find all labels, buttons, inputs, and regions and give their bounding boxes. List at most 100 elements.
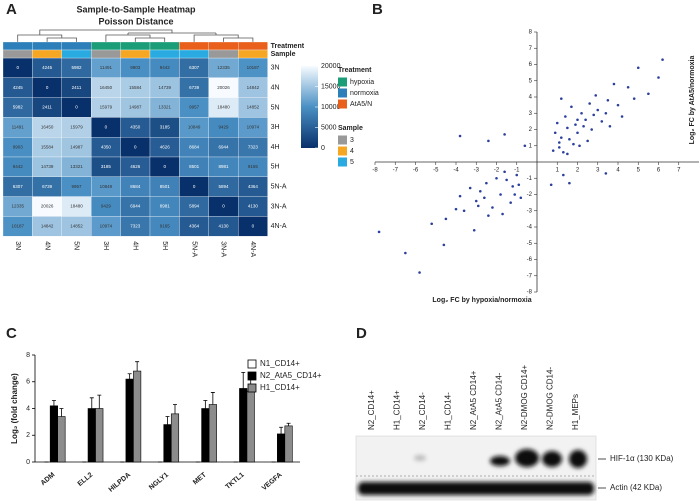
point: [503, 133, 506, 136]
point: [657, 76, 660, 79]
legend-label: N2_AtA5_CD14+: [260, 371, 322, 380]
cell-label: 0: [222, 204, 225, 209]
x-tick-label: 3: [596, 168, 600, 174]
point: [485, 181, 488, 185]
point: [636, 66, 640, 70]
cell-label: 4130: [248, 204, 259, 209]
bar: [87, 408, 96, 463]
treatment-cell: [238, 41, 268, 51]
sample-cell: [2, 49, 33, 59]
point: [458, 194, 462, 198]
cell-label: 8684: [130, 184, 141, 189]
y-tick-label: 8: [26, 352, 30, 359]
point: [568, 137, 571, 141]
y-tick-label: 4: [26, 405, 30, 412]
point: [517, 183, 521, 187]
cell-label: 10849: [100, 184, 113, 189]
cell-label: 8501: [160, 184, 171, 189]
cell-label: 5982: [71, 65, 82, 70]
cell-label: 4364: [189, 223, 200, 228]
point: [444, 217, 448, 221]
cell-label: 20026: [217, 85, 230, 90]
bar: [125, 378, 134, 463]
cell-label: 8981: [160, 204, 171, 209]
x-tick-label: -7: [393, 168, 399, 174]
point: [509, 201, 512, 204]
point: [582, 124, 585, 128]
cell-label: 3185: [101, 164, 112, 169]
x-tick-label: -6: [413, 168, 419, 174]
x-tick-label: ELL2: [77, 472, 95, 488]
bar: [239, 388, 248, 463]
x-tick-label: -3: [474, 168, 480, 174]
cell-label: 10187: [11, 223, 24, 228]
point: [553, 131, 557, 135]
x-tick-label: -8: [372, 168, 378, 174]
y-tick-label: 1: [529, 143, 533, 149]
point: [513, 193, 517, 196]
cell-label: 0: [75, 105, 78, 110]
point: [578, 144, 581, 148]
legend-title: Treatment: [338, 67, 372, 74]
point: [564, 115, 567, 118]
row-label: 5N: [271, 104, 280, 111]
cell-label: 9442: [160, 65, 171, 70]
point: [555, 121, 559, 125]
bar: [201, 408, 210, 463]
x-tick-label: HILPDA: [108, 472, 132, 494]
column-label: 4H: [131, 241, 138, 250]
cell-label: 5894: [189, 204, 200, 209]
point: [647, 92, 650, 96]
y-tick-label: 8: [529, 30, 533, 36]
cell-label: 14842: [247, 85, 260, 90]
x-tick-label: 7: [677, 168, 681, 174]
point: [604, 172, 608, 175]
cell-label: 14739: [158, 85, 171, 90]
point: [523, 144, 527, 148]
cell-label: 18480: [70, 204, 83, 209]
cell-label: 6307: [13, 184, 24, 189]
cell-label: 10187: [247, 65, 260, 70]
dendrogram: [17, 29, 254, 42]
bar: [49, 405, 58, 463]
cell-label: 10974: [247, 124, 260, 129]
bar: [277, 433, 286, 463]
panel-label: A: [6, 1, 17, 18]
point: [549, 183, 553, 187]
column-label: 3N: [14, 241, 21, 250]
y-axis-label: Log₂ FC by AtA5/normoxia: [689, 56, 696, 145]
legend-label: AtA5/N: [350, 101, 372, 108]
x-tick-label: ADM: [40, 471, 57, 487]
point: [430, 222, 434, 226]
cell-label: 8501: [189, 164, 200, 169]
cell-label: 14987: [129, 105, 142, 110]
row-label: 4H: [271, 144, 280, 151]
treatment-cell: [91, 41, 121, 51]
error-bar: [97, 394, 102, 409]
annotation-label: Sample: [271, 51, 296, 58]
bar: [163, 424, 172, 463]
legend-swatch: [338, 135, 347, 145]
point: [501, 212, 504, 216]
point: [515, 173, 519, 177]
error-bar: [135, 361, 140, 372]
cell-label: 4350: [130, 124, 141, 129]
bar: [133, 370, 142, 463]
lane-label: N2-DMOG CD14-: [546, 367, 555, 430]
point: [499, 193, 502, 196]
panel-label: B: [372, 1, 383, 18]
lane-label: N2_CD14-: [418, 392, 427, 430]
cell-label: 14987: [70, 144, 83, 149]
y-tick-label: -5: [527, 241, 533, 247]
point: [600, 120, 604, 123]
x-tick-label: -2: [494, 168, 500, 174]
cell-label: 6307: [189, 65, 200, 70]
x-axis-label: Log₂ FC by hypoxia/normoxia: [432, 297, 531, 304]
point: [495, 176, 498, 180]
y-tick-label: 6: [26, 379, 30, 386]
heatmap-title: Sample-to-Sample Heatmap: [76, 4, 196, 14]
cell-label: 4626: [130, 164, 141, 169]
cell-label: 6944: [130, 204, 141, 209]
sample-cell: [120, 49, 151, 59]
